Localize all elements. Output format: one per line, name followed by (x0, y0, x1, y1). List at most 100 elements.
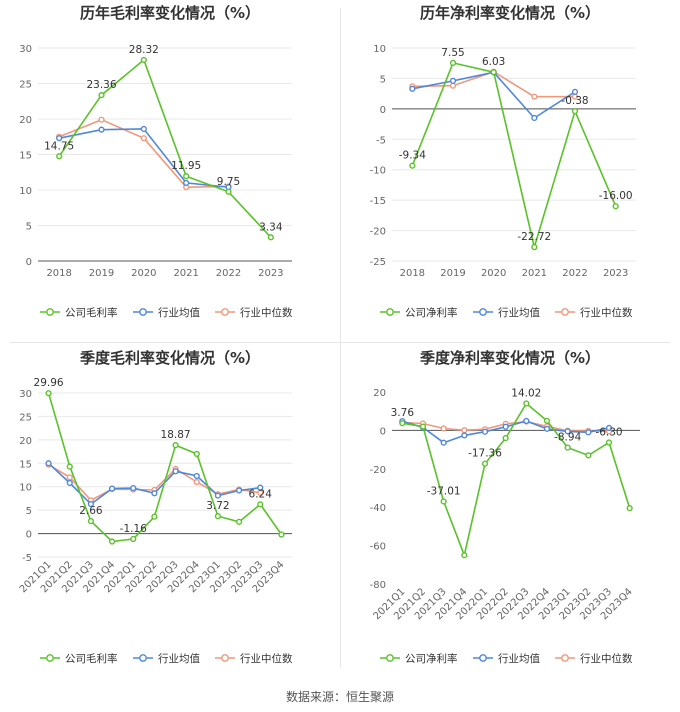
data-point-industry-avg (502, 423, 509, 430)
legend-marker (479, 654, 487, 662)
chart-title: 历年毛利率变化情况（%） (79, 4, 261, 22)
data-point-industry-avg (56, 135, 63, 142)
data-label: -22.72 (517, 231, 551, 243)
data-point-industry-avg (130, 485, 137, 492)
data-point-industry-avg (461, 432, 468, 439)
y-tick-label: 20 (373, 388, 386, 399)
data-point-industry-avg (235, 487, 243, 494)
panel-divider-vertical (340, 8, 341, 668)
legend-marker (221, 654, 229, 662)
data-point-industry-avg (543, 425, 551, 432)
data-label: 9.75 (217, 176, 240, 188)
x-tick-label: 2021 (522, 268, 547, 279)
legend-item-industry-avg: 行业均值 (133, 306, 200, 319)
y-tick-label: 10 (19, 483, 32, 494)
y-tick-label: 30 (19, 389, 32, 400)
data-point-industry-avg (257, 484, 264, 491)
data-point-industry-avg (108, 485, 116, 492)
x-tick-label: 2020 (131, 268, 156, 279)
data-point-company (45, 390, 52, 397)
y-tick-label: -20 (370, 465, 386, 476)
data-point-industry-avg (531, 114, 538, 122)
data-point-company (531, 244, 538, 251)
data-point-industry-avg (193, 472, 200, 480)
y-tick-label: 10 (373, 44, 386, 55)
y-tick-label: 0 (26, 257, 32, 268)
data-point-company (214, 513, 222, 520)
y-tick-label: 5 (26, 222, 32, 233)
chart-canvas: -50510152025302021Q12021Q22021Q32021Q420… (18, 377, 293, 665)
y-tick-label: -25 (370, 257, 386, 268)
data-point-company (409, 162, 416, 169)
series-line-industry-avg (48, 462, 261, 506)
legend-label: 公司净利率 (405, 652, 458, 665)
data-point-industry-avg (523, 417, 530, 425)
data-point-company (449, 59, 457, 67)
data-label: 3.76 (391, 407, 415, 419)
legend-marker (386, 654, 394, 662)
data-point-industry-avg (172, 468, 179, 475)
y-tick-label: -5 (376, 135, 386, 146)
chart-canvas: -80-60-40-200202021Q12021Q22021Q32021Q42… (370, 387, 640, 665)
data-label: 3.72 (206, 500, 229, 512)
data-label: 28.32 (129, 44, 159, 56)
y-tick-label: 15 (19, 459, 32, 470)
data-point-company (98, 92, 105, 99)
data-point-company (626, 505, 633, 512)
data-point-company (140, 56, 147, 64)
legend-marker (46, 308, 54, 316)
legend-label: 行业均值 (158, 306, 200, 319)
data-point-company (419, 423, 427, 430)
data-label: 23.36 (86, 79, 116, 91)
y-tick-label: -5 (22, 553, 32, 564)
data-point-industry-median (531, 93, 538, 100)
data-point-company (399, 420, 406, 427)
data-point-industry-avg (564, 428, 571, 435)
data-point-industry-avg (440, 439, 447, 446)
y-tick-label: 20 (19, 436, 32, 447)
y-tick-label: 15 (19, 151, 32, 162)
data-point-company (571, 108, 579, 115)
data-point-industry-avg (66, 479, 73, 487)
data-point-company (108, 538, 116, 545)
legend-label: 行业中位数 (580, 652, 633, 665)
y-tick-label: 25 (19, 412, 32, 423)
y-tick-label: -20 (370, 227, 386, 238)
legend-item-company: 公司净利率 (380, 306, 458, 319)
data-point-industry-avg (571, 88, 579, 95)
data-point-company (481, 460, 489, 467)
legend-item-industry-median: 行业中位数 (555, 652, 633, 665)
legend-label: 行业均值 (498, 652, 540, 665)
data-label: -9.34 (399, 150, 426, 162)
legend-item-industry-median: 行业中位数 (555, 306, 633, 319)
data-label: 14.75 (44, 140, 74, 152)
annual-net-margin-chart: 历年净利率变化情况（%） -25 -20 -15 -10 -5 0 5 10 2018 2019 2… (340, 0, 680, 345)
x-tick-label: 2023 (258, 268, 283, 279)
legend-label: 公司毛利率 (65, 652, 118, 665)
data-point-company (151, 513, 158, 520)
data-point-industry-median (461, 427, 468, 434)
data-point-industry-avg (409, 85, 416, 92)
series-line-industry-avg (412, 71, 576, 120)
data-point-industry-median (449, 82, 457, 89)
data-label: 29.96 (34, 377, 64, 389)
y-tick-label: 20 (19, 115, 32, 126)
quarterly-net-margin-chart: 季度净利率变化情况（%） -80 -60 -40 -20 0 20 2021Q1 2021Q2… (340, 345, 680, 690)
data-label: -8.94 (554, 432, 581, 444)
data-point-company (490, 69, 497, 76)
legend-marker (139, 654, 147, 662)
y-tick-label: 0 (26, 530, 32, 541)
legend-marker (561, 308, 569, 316)
data-point-company (193, 450, 200, 458)
data-point-company (612, 203, 619, 210)
series-line-company (47, 392, 283, 543)
legend-item-company: 公司毛利率 (40, 306, 118, 319)
data-point-industry-avg (98, 126, 105, 133)
data-label: -6.30 (595, 426, 622, 438)
data-point-industry-avg (449, 77, 457, 84)
legend-item-industry-avg: 行业均值 (473, 652, 540, 665)
data-label: 18.87 (161, 429, 191, 441)
legend-label: 公司净利率 (405, 306, 458, 319)
data-label: 6.24 (249, 488, 273, 500)
x-tick-label: 2019 (89, 268, 114, 279)
